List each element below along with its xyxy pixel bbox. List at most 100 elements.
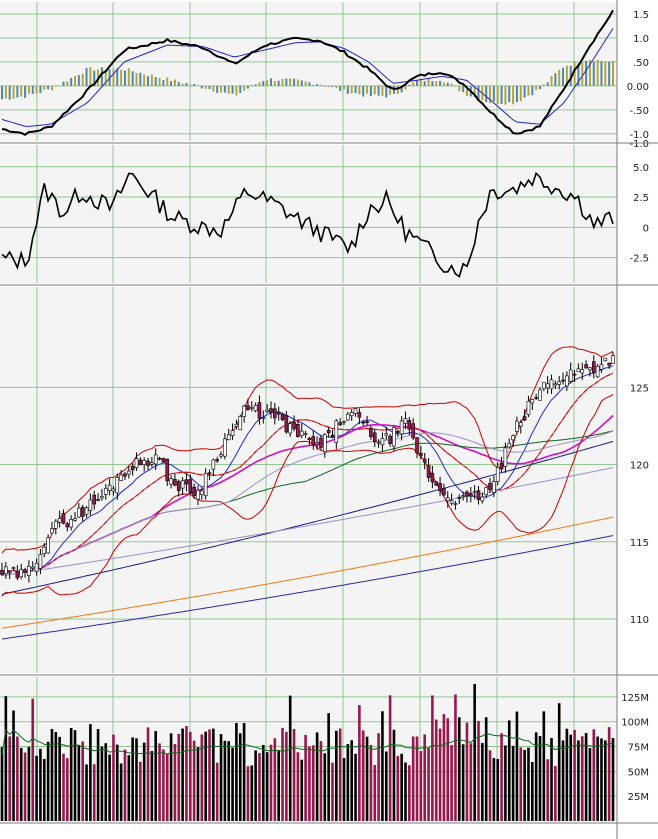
candle-body-110	[422, 458, 427, 463]
volume-bar-97	[373, 765, 377, 821]
macd-hist-bar-36	[139, 72, 142, 86]
macd-hist-bar-109	[419, 78, 422, 86]
volume-bar-148	[569, 734, 573, 821]
volume-bar-131	[504, 745, 507, 821]
bollinger-upper	[1, 346, 614, 554]
macd-hist-bar-98	[377, 85, 380, 96]
macd-hist-bar-126	[485, 85, 488, 103]
volume-bar-15	[58, 736, 61, 821]
price-tick-2: 115	[630, 538, 649, 549]
momentum-grid	[0, 145, 617, 283]
candle-body-92	[353, 408, 358, 414]
macd-hist-bar-87	[335, 85, 338, 88]
candle-body-29	[111, 488, 116, 492]
candle-body-78	[299, 430, 304, 436]
macd-hist-bar-68	[262, 80, 265, 86]
macd-hist-bar-18	[70, 77, 73, 86]
candle-body-5	[19, 569, 24, 578]
candle-body-85	[326, 430, 331, 434]
candle-body-1	[4, 566, 8, 575]
volume-bar-114	[438, 728, 442, 821]
volume-bar-85	[327, 713, 330, 821]
macd-hist-bar-129	[496, 85, 499, 105]
macd-hist-bar-96	[369, 85, 372, 97]
momentum-panel-bg	[0, 145, 617, 283]
price-tick-0: 125	[630, 383, 649, 394]
volume-bar-58	[223, 740, 227, 821]
long-trend-line-3	[1, 467, 614, 577]
volume-bar-32	[123, 749, 127, 821]
price-tick-1: 120	[630, 461, 649, 472]
macd-hist-bar-46	[177, 81, 180, 86]
candle-body-117	[449, 500, 454, 504]
candle-body-20	[77, 507, 81, 518]
volume-bar-70	[269, 744, 273, 821]
candle-body-102	[392, 427, 396, 447]
macd-hist-bar-70	[269, 78, 272, 86]
macd-hist-bar-121	[465, 85, 468, 96]
volume-bar-108	[415, 736, 419, 821]
macd-hist-bar-57	[220, 85, 223, 93]
macd-hist-bar-132	[508, 85, 511, 103]
volume-bar-39	[150, 751, 154, 821]
volume-bar-151	[580, 736, 584, 821]
candle-body-16	[61, 513, 66, 524]
macd-hist-bar-92	[354, 85, 357, 94]
macd-hist-bar-86	[331, 85, 334, 87]
volume-bar-29	[112, 734, 115, 821]
candle-body-72	[276, 411, 281, 415]
volume-bar-43	[165, 754, 169, 821]
volume-bar-139	[534, 732, 538, 821]
volume-bar-94	[361, 730, 365, 821]
macd-hist-bar-11	[43, 85, 46, 90]
volume-bar-117	[450, 745, 453, 821]
macd-hist-bar-103	[396, 85, 399, 94]
volume-bar-129	[496, 758, 500, 821]
volume-bar-102	[392, 729, 396, 821]
volume-bar-50	[192, 740, 196, 821]
candle-body-56	[215, 459, 219, 462]
macd-hist-bar-27	[104, 70, 107, 86]
candle-body-51	[196, 489, 200, 500]
macd-hist-bar-151	[581, 62, 584, 86]
volume-bar-118	[454, 694, 457, 821]
macd-hist-bar-15	[58, 85, 61, 86]
volume-bar-106	[408, 765, 411, 821]
candle-body-91	[349, 412, 354, 417]
macd-hist-bar-29	[112, 68, 115, 86]
volume-bar-33	[127, 755, 131, 821]
volume-bar-75	[288, 695, 292, 821]
volume-bar-30	[115, 744, 119, 821]
macd-hist-bar-7	[27, 85, 30, 94]
volume-bar-96	[369, 744, 373, 821]
volume-bar-2	[8, 736, 11, 821]
volume-bar-122	[469, 743, 473, 821]
macd-hist-bar-95	[366, 85, 369, 94]
candle-body-84	[322, 434, 327, 453]
candle-body-143	[549, 379, 554, 390]
candle-body-75	[288, 423, 293, 434]
macd-hist-bar-144	[554, 73, 557, 86]
volume-tick-1: 100M	[621, 718, 649, 729]
candle-body-66	[253, 404, 258, 411]
candle-body-48	[184, 479, 189, 485]
candle-body-128	[492, 481, 496, 493]
volume-bar-115	[442, 714, 446, 821]
volume-bar-27	[104, 743, 108, 821]
candle-body-159	[611, 355, 615, 364]
macd-hist-bar-94	[362, 85, 365, 97]
volume-bar-86	[331, 762, 334, 821]
candlesticks	[0, 352, 615, 583]
long-trend-line-2	[1, 535, 614, 640]
volume-bar-77	[296, 752, 300, 821]
volume-bar-13	[50, 728, 54, 821]
macd-hist-bar-156	[600, 61, 603, 86]
candle-body-52	[200, 490, 204, 495]
candle-body-112	[430, 472, 435, 483]
volume-bar-92	[354, 753, 357, 821]
candle-body-145	[557, 381, 562, 385]
macd-hist-bar-2	[8, 85, 11, 100]
candle-body-94	[361, 421, 366, 424]
macd-hist-bar-61	[235, 85, 238, 96]
candle-body-108	[415, 437, 419, 454]
